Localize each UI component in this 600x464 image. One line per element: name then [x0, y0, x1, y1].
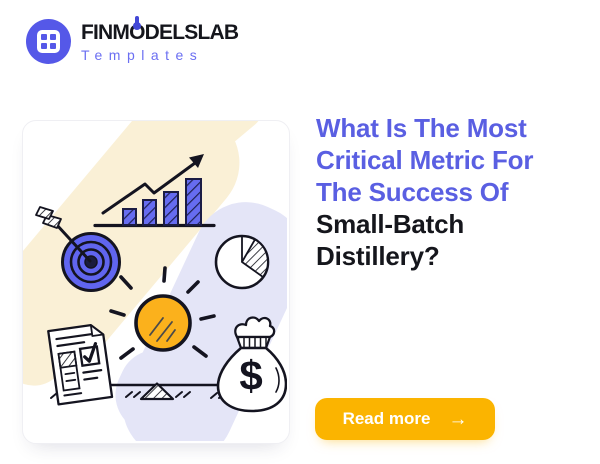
- arrow-right-icon: →: [448, 408, 468, 430]
- illustration-card: $: [22, 120, 290, 444]
- logo-text: FINM O DELSLAB Templates: [81, 15, 239, 63]
- headline-question: What Is The Most Critical Metric For The…: [316, 113, 534, 208]
- dollar-sign: $: [239, 352, 262, 399]
- target-arrow-icon: [35, 206, 121, 292]
- growth-bar-chart-icon: [93, 154, 216, 228]
- logo-tagline: Templates: [81, 46, 204, 63]
- illustration-canvas: $: [23, 121, 287, 441]
- pie-chart-icon: [214, 234, 270, 290]
- brand-wordmark: FINM O DELSLAB: [81, 15, 239, 45]
- brand-part1: FINM: [81, 20, 130, 44]
- read-more-button[interactable]: Read more →: [315, 398, 495, 440]
- brand-part2: DELSLAB: [144, 20, 239, 44]
- page-title: What Is The Most Critical Metric For The…: [316, 112, 572, 272]
- logo-grid-icon: [26, 19, 71, 64]
- coin-rays: [109, 266, 216, 360]
- shining-coin-icon: [109, 266, 216, 360]
- finmodelslab-logo[interactable]: FINM O DELSLAB Templates: [26, 15, 239, 64]
- droplet-icon: [134, 15, 139, 26]
- headline-subject: Small-Batch Distillery?: [316, 209, 465, 272]
- money-bag-icon: $: [216, 316, 287, 413]
- report-document-icon: [47, 323, 114, 406]
- read-more-label: Read more: [342, 409, 431, 428]
